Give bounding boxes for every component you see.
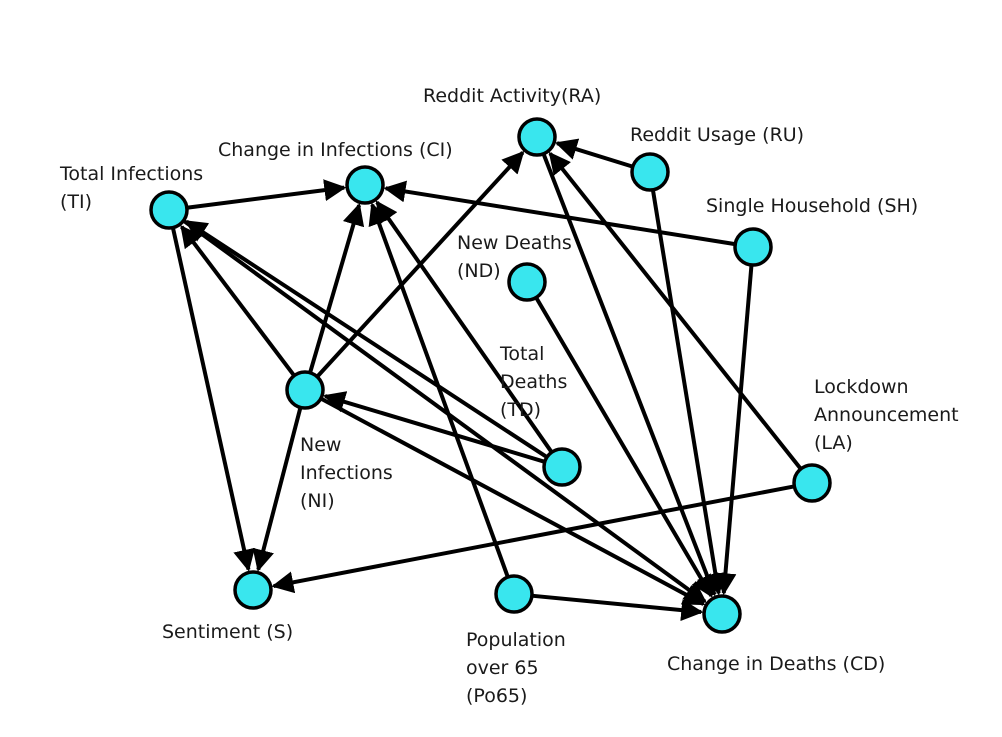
node-td bbox=[542, 447, 582, 487]
node-label-nd-line-2: (ND) bbox=[457, 260, 501, 282]
node-label-la-line-1: Lockdown bbox=[814, 376, 909, 398]
edge-ru-to-cd bbox=[651, 190, 727, 596]
node-label-ni-line-2: Infections bbox=[300, 462, 393, 484]
edge-nd-to-cd bbox=[534, 297, 714, 598]
edge-ti-to-s bbox=[171, 228, 255, 572]
node-label-ra-line-1: Reddit Activity(RA) bbox=[423, 85, 601, 107]
edge-ru-to-ra bbox=[554, 138, 633, 169]
edge-td-to-ti bbox=[184, 219, 548, 459]
node-ru bbox=[630, 152, 670, 192]
edge-td-to-ci bbox=[375, 200, 553, 453]
node-ci bbox=[345, 165, 385, 205]
node-label-td-line-3: (TD) bbox=[500, 399, 541, 421]
node-label-po65-line-1: Population bbox=[466, 629, 566, 651]
node-label-sh-line-1: Single Household (SH) bbox=[706, 195, 918, 217]
node-po65 bbox=[494, 574, 534, 614]
edge-td-to-ni bbox=[323, 391, 545, 464]
edge-ni-to-ci bbox=[308, 203, 365, 373]
edge-la-to-ra bbox=[548, 151, 802, 470]
node-label-ci-line-1: Change in Infections (CI) bbox=[218, 139, 453, 161]
node-label-ru-line-1: Reddit Usage (RU) bbox=[630, 124, 804, 146]
node-label-ni-line-3: (NI) bbox=[300, 490, 335, 512]
edge-sh-to-ci bbox=[383, 180, 735, 246]
node-ni bbox=[285, 370, 325, 410]
edge-ni-to-cd bbox=[320, 397, 706, 606]
edge-ni-to-ti bbox=[180, 224, 296, 377]
node-label-po65-line-3: (Po65) bbox=[466, 685, 527, 707]
nodes bbox=[149, 117, 832, 634]
node-nd bbox=[507, 262, 547, 302]
node-label-la-line-3: (LA) bbox=[814, 432, 853, 454]
edge-po65-to-cd bbox=[532, 593, 704, 622]
edge-ra-to-cd bbox=[542, 153, 718, 597]
node-sh bbox=[733, 227, 773, 267]
node-s bbox=[233, 570, 273, 610]
edge-ti-to-ci bbox=[187, 179, 347, 210]
node-labels: Reddit Activity(RA) Reddit Usage (RU) Chan… bbox=[59, 85, 959, 707]
node-label-ti-line-1: Total Infections bbox=[59, 163, 203, 185]
edge-sh-to-cd bbox=[714, 265, 754, 596]
edges bbox=[171, 138, 802, 622]
node-ra bbox=[517, 117, 557, 157]
node-label-nd-line-1: New Deaths bbox=[457, 232, 572, 254]
edge-ti-to-cd bbox=[183, 219, 707, 604]
node-cd bbox=[702, 594, 742, 634]
node-label-cd-line-1: Change in Deaths (CD) bbox=[667, 653, 885, 675]
node-label-ti-line-2: (TI) bbox=[60, 191, 92, 213]
node-label-ni-line-1: New bbox=[300, 434, 341, 456]
edge-po65-to-ci bbox=[368, 202, 510, 577]
node-ti bbox=[149, 190, 189, 230]
node-label-td-line-2: Deaths bbox=[500, 371, 567, 393]
node-la bbox=[792, 463, 832, 503]
edge-ni-to-s bbox=[252, 407, 303, 572]
node-label-po65-line-2: over 65 bbox=[466, 657, 539, 679]
node-label-la-line-2: Announcement bbox=[814, 404, 959, 426]
edge-la-to-s bbox=[271, 484, 794, 594]
node-label-td-line-1: Total bbox=[499, 343, 544, 365]
node-label-s-line-1: Sentiment (S) bbox=[162, 621, 293, 643]
